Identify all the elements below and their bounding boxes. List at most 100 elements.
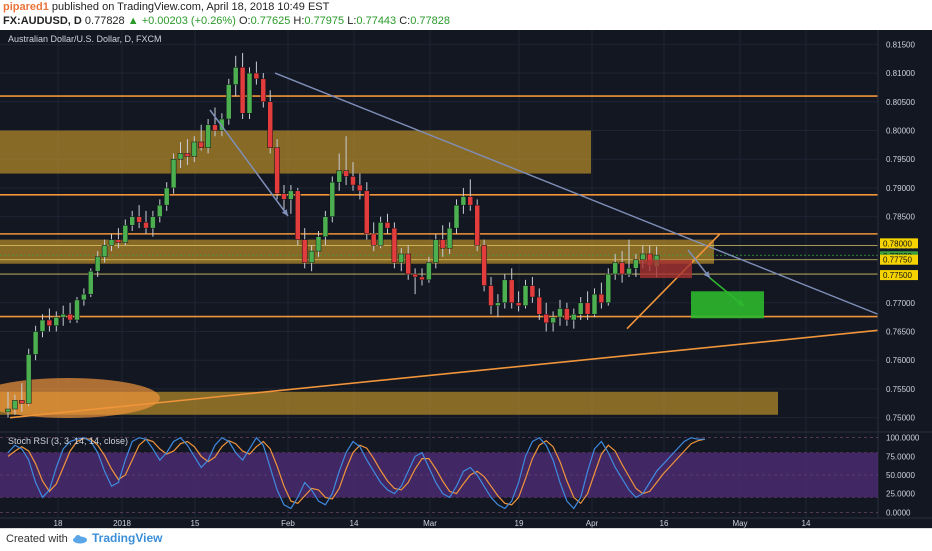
- stoch-tick-label: 75.0000: [886, 452, 915, 461]
- candle-body: [143, 222, 149, 229]
- candle-body: [253, 72, 260, 80]
- stoch-k-line: [7, 436, 705, 510]
- price-tick-label: 0.81000: [886, 69, 915, 78]
- price-tick-label: 0.76000: [886, 356, 915, 365]
- time-tick-label: Feb: [281, 519, 295, 528]
- candle-body: [577, 302, 584, 315]
- chart-header: pipared1 published on TradingView.com, A…: [0, 0, 932, 30]
- price-tag: [880, 254, 918, 265]
- candle-body: [633, 259, 639, 269]
- candle-body: [239, 67, 246, 114]
- candle-body: [419, 276, 425, 281]
- low-value: 0.77443: [356, 15, 397, 27]
- candle-body: [584, 302, 591, 315]
- candle-body: [115, 239, 122, 243]
- candle-body: [598, 293, 605, 304]
- levels: [0, 95, 878, 318]
- candle-body: [122, 225, 129, 243]
- candle-body: [5, 408, 11, 413]
- price-tag: [880, 238, 918, 249]
- stoch-d-line: [7, 437, 706, 506]
- candle-body: [88, 270, 94, 295]
- created-with-text: Created with: [6, 533, 68, 545]
- target-arrow-head: [737, 299, 744, 306]
- candle-body: [53, 316, 60, 327]
- candle-body: [495, 302, 501, 306]
- candle-body: [391, 227, 398, 263]
- candle-body: [329, 181, 336, 217]
- candle-body: [522, 285, 529, 306]
- stop-loss-box: [640, 259, 692, 279]
- price-axis[interactable]: 0.81500 0.81000 0.80500 0.80000 0.79500 0.790…: [877, 30, 918, 518]
- candle-body: [571, 314, 577, 321]
- time-tick-label: 15: [191, 519, 200, 528]
- price-chart[interactable]: 0.81500 0.81000 0.80500 0.80000 0.79500 0.790…: [0, 30, 932, 528]
- down-arrow-2-head: [703, 271, 710, 278]
- price-tick-label: 0.79500: [886, 155, 915, 164]
- candle-body: [94, 256, 101, 272]
- candle-body: [502, 279, 508, 304]
- price-tag-label: 0.78000: [883, 239, 912, 248]
- candle-body: [308, 250, 315, 263]
- published-text: published on TradingView.com, April 18, …: [51, 1, 330, 13]
- candle-body: [336, 170, 342, 183]
- candle-body: [605, 273, 612, 304]
- footer: Created with TradingView: [0, 528, 932, 551]
- time-axis[interactable]: 18 2018 15 Feb 14 Mar 19 Apr 16 May 14: [0, 517, 932, 528]
- candle-body: [205, 124, 211, 148]
- ohlc-info: FX:AUDUSD, D 0.77828 ▲ +0.00203 (+0.26%)…: [3, 15, 450, 27]
- candle-body: [370, 233, 377, 246]
- candle-body: [232, 67, 239, 85]
- highlight-ellipse: [0, 378, 160, 418]
- candle-body: [267, 101, 273, 148]
- price-tag: [880, 270, 918, 281]
- price-tick-label: 0.75000: [886, 414, 915, 423]
- high-label: H:: [293, 15, 305, 27]
- symbol-label: FX:AUDUSD, D: [3, 15, 82, 27]
- zones: [0, 130, 778, 418]
- time-tick-label: Apr: [586, 519, 599, 528]
- stoch-tick-label: 0.0000: [886, 508, 911, 517]
- candle-body: [177, 153, 184, 160]
- candle-body: [626, 268, 632, 275]
- close-value: 0.77828: [410, 15, 450, 27]
- tradingview-brand[interactable]: TradingView: [92, 531, 163, 545]
- author-name[interactable]: pipared1: [3, 1, 49, 13]
- stoch-tick-label: 50.0000: [886, 471, 915, 480]
- candle-body: [426, 262, 432, 281]
- candle-body: [246, 72, 253, 114]
- down-arrow-1: [209, 109, 289, 217]
- candle-body: [350, 176, 356, 186]
- candle-body: [474, 204, 480, 246]
- time-tick-label: 19: [515, 519, 524, 528]
- tradingview-cloud-icon: [73, 535, 87, 544]
- candle-body: [108, 239, 115, 246]
- price-tag-label: 0.77750: [883, 256, 912, 265]
- price-tick-label: 0.80000: [886, 127, 915, 136]
- candle-body: [136, 216, 142, 223]
- candle-body: [364, 190, 370, 235]
- close-label: C:: [399, 15, 411, 27]
- candle-body: [529, 285, 536, 298]
- time-tick-label: 14: [350, 519, 359, 528]
- candle-body: [640, 253, 646, 260]
- time-tick-label: 16: [660, 519, 669, 528]
- rising-support-line: [626, 233, 721, 330]
- change-value: ▲ +0.00203 (+0.26%): [127, 15, 236, 27]
- down-arrow-1-head: [281, 209, 288, 216]
- candle-body: [212, 124, 218, 131]
- candle-body: [184, 153, 191, 157]
- time-tick-label: May: [732, 519, 747, 528]
- chart-background: [0, 30, 932, 528]
- candle-body: [74, 299, 80, 321]
- price-tick-label: 0.80500: [886, 98, 915, 107]
- candle-body: [219, 118, 225, 131]
- candle-body: [163, 187, 170, 206]
- candle-body: [412, 273, 418, 278]
- candle-body: [281, 193, 287, 200]
- candle-body: [39, 319, 46, 332]
- candle-body: [612, 262, 618, 275]
- candle-body: [557, 308, 563, 318]
- price-tick-label: 0.79000: [886, 184, 915, 193]
- candle-body: [46, 319, 53, 327]
